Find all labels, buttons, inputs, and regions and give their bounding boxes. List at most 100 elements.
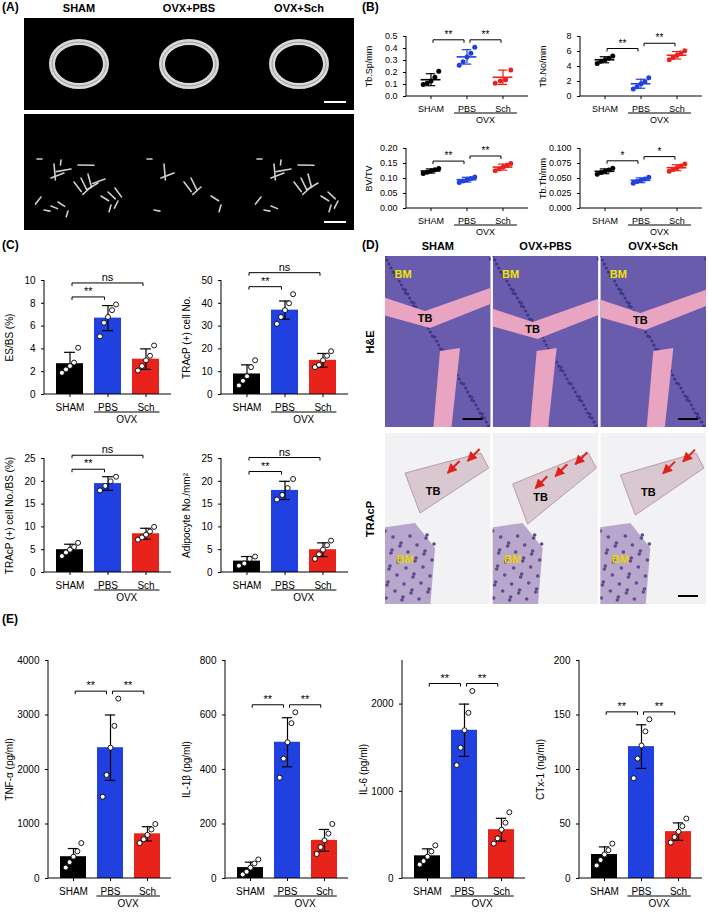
svg-text:5: 5 [207, 544, 213, 555]
svg-text:TRAcP (+) cell No.: TRAcP (+) cell No. [181, 296, 192, 379]
svg-text:SHAM: SHAM [413, 886, 442, 897]
svg-text:3000: 3000 [17, 709, 40, 720]
svg-text:OVX: OVX [650, 115, 669, 125]
svg-text:PBS: PBS [275, 580, 295, 591]
svg-text:0.00: 0.00 [380, 203, 398, 213]
svg-text:0.5: 0.5 [385, 31, 398, 41]
svg-text:10: 10 [201, 366, 213, 377]
svg-text:**: ** [441, 672, 450, 684]
svg-text:BM: BM [394, 268, 411, 280]
svg-text:0: 0 [30, 567, 36, 578]
svg-text:TNF-α (pg/ml): TNF-α (pg/ml) [4, 738, 15, 800]
svg-text:Sch: Sch [314, 580, 331, 591]
svg-text:25: 25 [24, 453, 36, 464]
svg-text:2000: 2000 [17, 764, 40, 775]
svg-text:0: 0 [34, 873, 40, 884]
svg-text:30: 30 [201, 320, 213, 331]
svg-text:Sch: Sch [139, 886, 156, 897]
svg-text:**: ** [478, 672, 487, 684]
svg-text:10: 10 [201, 521, 213, 532]
svg-text:Sch: Sch [137, 580, 154, 591]
svg-text:BM: BM [502, 268, 519, 280]
svg-text:0.15: 0.15 [380, 158, 398, 168]
svg-text:ns: ns [279, 446, 291, 458]
svg-text:OVX: OVX [118, 898, 139, 909]
svg-text:50: 50 [559, 818, 571, 829]
svg-text:0.4: 0.4 [385, 43, 398, 53]
svg-text:OVX: OVX [649, 898, 670, 909]
svg-text:PBS: PBS [631, 886, 651, 897]
svg-text:Tb.Sp/mm: Tb.Sp/mm [364, 46, 374, 88]
svg-text:TB: TB [533, 491, 548, 503]
svg-text:BM: BM [396, 553, 413, 565]
svg-text:PBS: PBS [632, 216, 650, 226]
svg-text:Sch: Sch [137, 402, 154, 413]
svg-text:CTx-1 (ng/ml): CTx-1 (ng/ml) [535, 739, 546, 800]
svg-text:ns: ns [102, 271, 114, 283]
svg-text:OVX: OVX [295, 898, 316, 909]
svg-text:15: 15 [201, 498, 213, 509]
svg-text:0: 0 [207, 389, 213, 400]
svg-text:2000: 2000 [371, 698, 394, 709]
svg-text:SHAM: SHAM [56, 402, 85, 413]
svg-text:IL-1β (pg/ml): IL-1β (pg/ml) [181, 741, 192, 798]
svg-text:0.000: 0.000 [549, 203, 572, 213]
svg-text:Tb.No/mm: Tb.No/mm [538, 45, 548, 87]
svg-text:**: ** [87, 679, 96, 691]
svg-text:Sch: Sch [669, 216, 685, 226]
svg-text:0.1: 0.1 [385, 79, 398, 89]
svg-text:0.10: 0.10 [380, 173, 398, 183]
svg-text:**: ** [618, 700, 627, 712]
svg-text:**: ** [84, 285, 93, 297]
svg-text:1000: 1000 [17, 818, 40, 829]
svg-text:40: 40 [201, 298, 213, 309]
svg-text:Sch: Sch [493, 886, 510, 897]
svg-text:TB: TB [633, 314, 648, 326]
svg-text:OVX: OVX [293, 414, 314, 425]
svg-text:PBS: PBS [632, 104, 650, 114]
svg-text:4000: 4000 [17, 655, 40, 666]
svg-text:400: 400 [200, 764, 217, 775]
svg-text:SHAM: SHAM [233, 580, 262, 591]
svg-text:800: 800 [200, 655, 217, 666]
svg-text:**: ** [655, 700, 664, 712]
svg-text:**: ** [124, 679, 133, 691]
svg-text:BM: BM [610, 268, 627, 280]
svg-text:0: 0 [565, 873, 571, 884]
svg-text:PBS: PBS [454, 886, 474, 897]
svg-text:**: ** [619, 38, 627, 49]
svg-text:Tb.Th/mm: Tb.Th/mm [538, 158, 548, 199]
svg-text:200: 200 [554, 655, 571, 666]
svg-text:150: 150 [554, 709, 571, 720]
svg-text:**: ** [301, 693, 310, 705]
svg-text:4: 4 [30, 343, 36, 354]
svg-text:**: ** [261, 275, 270, 287]
svg-text:6: 6 [566, 46, 571, 56]
svg-text:0.05: 0.05 [380, 188, 398, 198]
svg-text:SHAM: SHAM [592, 104, 618, 114]
svg-text:0.2: 0.2 [385, 67, 398, 77]
svg-text:*: * [658, 146, 662, 157]
svg-text:IL-6 (pg/ml): IL-6 (pg/ml) [358, 744, 369, 795]
svg-text:OVX: OVX [472, 898, 493, 909]
svg-text:PBS: PBS [458, 104, 476, 114]
svg-text:2: 2 [30, 366, 36, 377]
svg-text:0: 0 [30, 389, 36, 400]
svg-text:10: 10 [24, 521, 36, 532]
svg-text:2: 2 [566, 76, 571, 86]
svg-text:**: ** [261, 460, 270, 472]
svg-text:Sch: Sch [669, 104, 685, 114]
svg-text:PBS: PBS [277, 886, 297, 897]
svg-text:SHAM: SHAM [56, 580, 85, 591]
svg-text:PBS: PBS [458, 216, 476, 226]
svg-text:**: ** [656, 32, 664, 43]
svg-text:PBS: PBS [98, 580, 118, 591]
svg-text:Sch: Sch [495, 104, 511, 114]
svg-text:**: ** [445, 29, 453, 40]
svg-text:0.20: 0.20 [380, 143, 398, 153]
svg-text:50: 50 [201, 275, 213, 286]
svg-text:BM: BM [504, 553, 521, 565]
svg-text:600: 600 [200, 709, 217, 720]
svg-text:ns: ns [279, 261, 291, 273]
svg-text:Sch: Sch [670, 886, 687, 897]
